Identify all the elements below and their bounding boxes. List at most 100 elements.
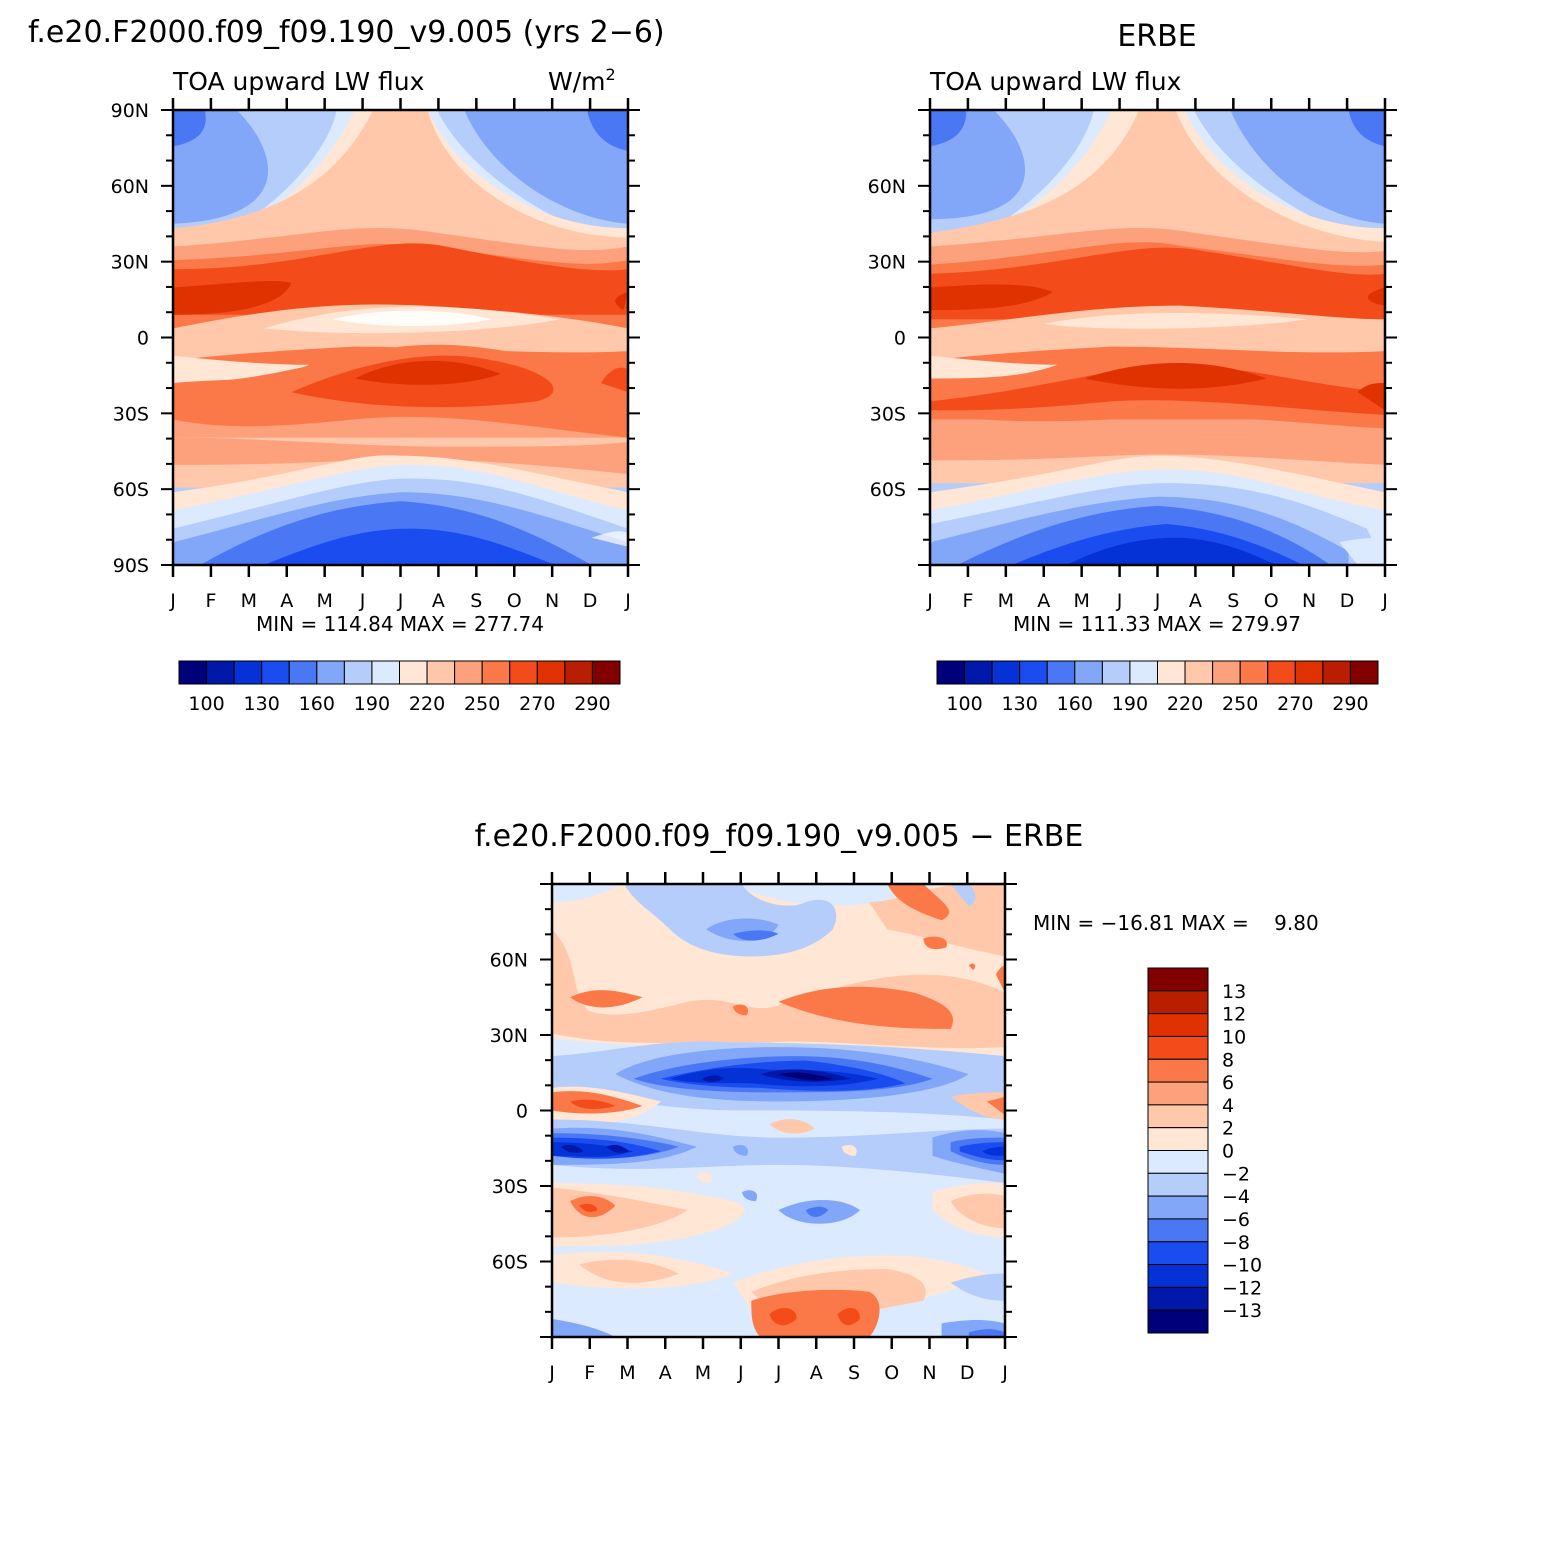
x-tick-label: J (1381, 590, 1388, 612)
colorbar-swatch (288, 660, 318, 685)
colorbar-label: 270 (519, 693, 555, 715)
colorbar-swatch (1239, 660, 1269, 685)
x-tick-label: A (810, 1362, 823, 1384)
colorbar-label: 250 (464, 693, 500, 715)
colorbar-label: 190 (354, 693, 390, 715)
x-tick-label: J (624, 590, 631, 612)
y-tick-label: 0 (516, 1101, 528, 1123)
y-tick-label: 60N (111, 176, 149, 198)
colorbar-swatch (1147, 1081, 1209, 1106)
colorbar-swatch (1147, 1309, 1209, 1334)
panel-model-stats: MIN = 114.84 MAX = 277.74 (256, 612, 544, 636)
colorbar-label: 130 (1002, 693, 1038, 715)
colorbar-label: 290 (574, 693, 610, 715)
x-tick-label: F (584, 1362, 595, 1384)
colorbar-label: 100 (188, 693, 224, 715)
colorbar-swatch (1147, 1150, 1209, 1174)
colorbar-swatch (1157, 660, 1186, 685)
panel-model-field (173, 110, 628, 565)
colorbar-swatch (964, 660, 993, 685)
colorbar-label: 160 (299, 693, 335, 715)
colorbar-label: 160 (1057, 693, 1093, 715)
x-tick-label: N (545, 590, 559, 612)
x-tick-label: A (432, 590, 445, 612)
x-tick-label: A (1037, 590, 1050, 612)
x-tick-label: A (659, 1362, 672, 1384)
panel-model: f.e20.F2000.f09_f09.190_v9.005 (yrs 2−6)… (28, 15, 665, 715)
colorbar-label: 270 (1277, 693, 1313, 715)
x-tick-label: J (926, 590, 933, 612)
x-tick-label: O (507, 590, 522, 612)
colorbar-label: −13 (1222, 1300, 1262, 1322)
panel-model-colorbar: 100 130 160 190 220 250 270 290 (178, 660, 621, 715)
colorbar-swatch (1349, 660, 1379, 685)
colorbar-swatch (1147, 1035, 1209, 1060)
colorbar-label: 2 (1222, 1118, 1234, 1140)
panel-difference: f.e20.F2000.f09_f09.190_v9.005 − ERBE (475, 819, 1319, 1384)
colorbar-swatch (1019, 660, 1048, 685)
colorbar-label: 13 (1222, 981, 1246, 1003)
x-tick-label: J (1116, 590, 1123, 612)
colorbar-swatch (1267, 660, 1296, 685)
colorbar-swatch (399, 660, 428, 685)
x-tick-label: S (1227, 590, 1239, 612)
x-tick-label: F (962, 590, 973, 612)
x-tick-label: J (775, 1362, 782, 1384)
x-tick-label: N (1302, 590, 1316, 612)
colorbar-swatch (233, 660, 263, 685)
colorbar-swatch (1147, 1241, 1209, 1266)
x-tick-label: O (1264, 590, 1279, 612)
colorbar-swatch (178, 660, 208, 685)
colorbar-label: 4 (1222, 1095, 1234, 1117)
colorbar-swatch (591, 660, 621, 685)
colorbar-swatch (206, 660, 235, 685)
colorbar-swatch (1147, 1104, 1209, 1129)
y-tick-label: 30S (113, 403, 149, 425)
y-tick-label: 30S (870, 403, 906, 425)
colorbar-swatch (426, 660, 456, 685)
x-tick-label: D (583, 590, 598, 612)
units-superscript: 2 (606, 65, 616, 84)
x-tick-label: S (470, 590, 482, 612)
panel-erbe-subtitle: TOA upward LW flux (929, 67, 1181, 96)
panel-difference-ticks: J F M A M J J A S O N D J 60N 30N 0 30S 60S (490, 872, 1017, 1384)
x-tick-label: M (619, 1362, 635, 1384)
panel-erbe-field (930, 110, 1385, 565)
colorbar-swatch (343, 660, 373, 685)
colorbar-swatch (1212, 660, 1241, 685)
colorbar-swatch (509, 660, 538, 685)
colorbar-label: −8 (1222, 1232, 1250, 1254)
colorbar-swatch (1147, 1264, 1209, 1288)
colorbar-swatch (1101, 660, 1131, 685)
colorbar-swatch (1184, 660, 1214, 685)
x-tick-label: M (1073, 590, 1089, 612)
colorbar-swatch (481, 660, 511, 685)
panel-difference-stats: MIN = −16.81 MAX = 9.80 (1033, 911, 1319, 935)
y-tick-label: 30N (490, 1025, 528, 1047)
colorbar-swatch (261, 660, 290, 685)
colorbar-swatch (1129, 660, 1158, 685)
panel-model-ticks: J F M A M J J A S O N D J 90N 60N 30N 0 30S 60S 90S (111, 98, 640, 612)
colorbar-swatch (1147, 1195, 1209, 1220)
colorbar-swatch (936, 660, 966, 685)
x-tick-label: M (998, 590, 1014, 612)
colorbar-label: −4 (1222, 1186, 1250, 1208)
colorbar-label: −2 (1222, 1163, 1250, 1185)
x-tick-label: A (280, 590, 293, 612)
colorbar-label: 8 (1222, 1049, 1234, 1071)
colorbar-label: 220 (1167, 693, 1203, 715)
colorbar-label: 12 (1222, 1004, 1246, 1026)
panel-difference-field (552, 884, 1005, 1337)
panel-erbe-ticks: J F M A M J J A S O N D J 60N 30N 0 30S 60S (868, 98, 1397, 612)
y-tick-label: 0 (894, 328, 906, 350)
y-tick-label: 30N (111, 252, 149, 274)
x-tick-label: F (205, 590, 216, 612)
x-tick-label: S (848, 1362, 860, 1384)
colorbar-swatch (371, 660, 400, 685)
y-tick-label: 60N (868, 176, 906, 198)
x-tick-label: M (695, 1362, 711, 1384)
units-base: W/m (548, 67, 606, 96)
panel-erbe-stats: MIN = 111.33 MAX = 279.97 (1013, 612, 1301, 636)
colorbar-label: 0 (1222, 1141, 1234, 1163)
x-tick-label: D (960, 1362, 975, 1384)
